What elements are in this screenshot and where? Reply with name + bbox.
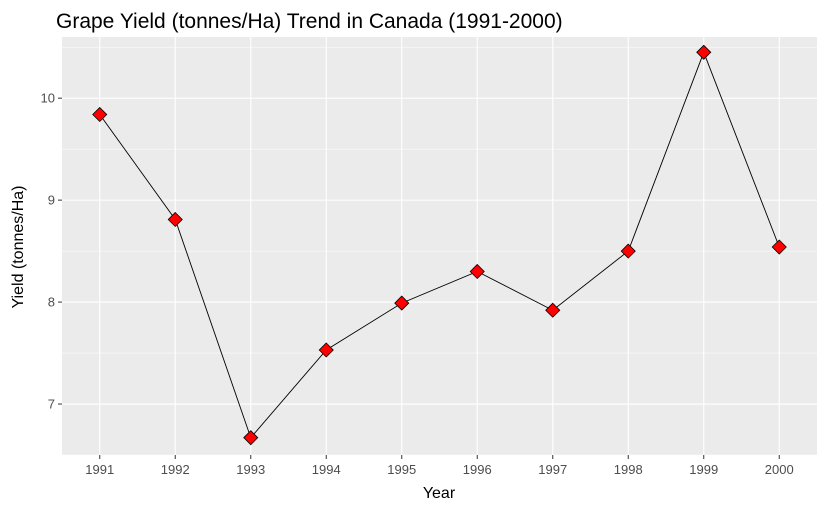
- y-tick-label: 7: [48, 397, 55, 412]
- x-tick-label: 1999: [689, 462, 718, 477]
- x-tick-label: 1995: [387, 462, 416, 477]
- x-tick-label: 1996: [463, 462, 492, 477]
- data-series: [92, 44, 787, 446]
- x-axis-title: Year: [423, 485, 456, 502]
- chart-title: Grape Yield (tonnes/Ha) Trend in Canada …: [56, 10, 563, 33]
- x-tick-label: 2000: [765, 462, 794, 477]
- data-point: [545, 302, 561, 318]
- x-tick-label: 1993: [236, 462, 265, 477]
- series-line: [99, 51, 780, 439]
- x-tick-label: 1997: [538, 462, 567, 477]
- y-axis: 7 8 9 10: [41, 91, 62, 412]
- plot-panel: [62, 37, 817, 455]
- x-axis: 1991 1992 1993 1994 1995 1996 1997 1998 1999 2000: [85, 455, 794, 477]
- data-point: [318, 342, 334, 358]
- grid-lines: [62, 37, 817, 456]
- data-point: [243, 430, 259, 446]
- y-axis-title: Yield (tonnes/Ha): [10, 185, 27, 308]
- y-tick-label: 10: [41, 91, 55, 106]
- data-point: [92, 106, 108, 123]
- data-point: [394, 295, 410, 311]
- data-point: [469, 263, 485, 280]
- data-point: [620, 243, 636, 259]
- data-point: [696, 44, 712, 60]
- data-point: [771, 239, 787, 255]
- x-tick-label: 1994: [312, 462, 341, 477]
- x-tick-label: 1992: [161, 462, 190, 477]
- y-tick-label: 8: [48, 295, 55, 310]
- x-tick-label: 1991: [85, 462, 114, 477]
- data-point: [167, 211, 183, 228]
- x-tick-label: 1998: [614, 462, 643, 477]
- y-tick-label: 9: [48, 193, 55, 208]
